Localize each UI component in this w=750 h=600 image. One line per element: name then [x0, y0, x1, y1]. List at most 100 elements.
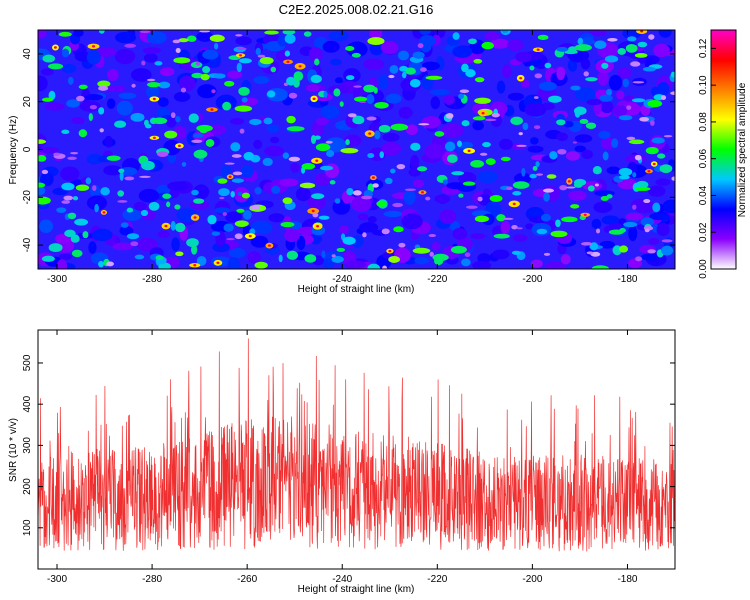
heatmap-blob: [329, 180, 336, 185]
heatmap-blob: [115, 31, 137, 44]
heatmap-blob: [645, 146, 659, 155]
x-tick-label: -300: [47, 574, 67, 585]
heatmap-blob: [136, 238, 158, 252]
y-tick-label: 400: [22, 395, 33, 412]
heatmap-blob: [647, 100, 663, 108]
heatmap-blob: [133, 201, 147, 211]
heatmap-blob: [314, 173, 331, 186]
heatmap-blob: [229, 247, 246, 258]
heatmap-blob: [512, 191, 522, 196]
heatmap-blob: [381, 141, 402, 156]
heatmap-blob: [379, 74, 389, 90]
heatmap-blob: [118, 92, 137, 100]
heatmap-blob: [367, 152, 375, 159]
heatmap-blob: [202, 49, 219, 60]
heatmap-low: [516, 144, 527, 147]
heatmap-blob: [41, 255, 55, 262]
heatmap-low: [70, 151, 79, 155]
heatmap-blob: [295, 187, 311, 202]
heatmap-peak-core: [238, 54, 242, 57]
heatmap-blob: [580, 58, 591, 70]
heatmap-blob: [363, 84, 376, 93]
heatmap-blob: [390, 168, 396, 174]
heatmap-low: [583, 71, 589, 77]
heatmap-blob: [212, 242, 230, 253]
heatmap-blob: [450, 245, 467, 254]
x-tick-label: -240: [332, 274, 352, 285]
heatmap-blob: [67, 212, 77, 220]
heatmap-blob: [599, 94, 613, 102]
heatmap-blob: [286, 126, 305, 132]
heatmap-blob: [238, 86, 250, 96]
heatmap-low: [366, 116, 377, 121]
heatmap-blob: [460, 141, 473, 149]
heatmap-blob: [82, 231, 89, 239]
heatmap-blob: [159, 67, 175, 77]
heatmap-blob: [631, 98, 646, 103]
heatmap-peak-core: [216, 261, 220, 265]
heatmap-low: [388, 74, 395, 79]
heatmap-blob: [477, 253, 491, 264]
heatmap-blob: [589, 30, 607, 37]
heatmap-blob: [39, 172, 54, 187]
heatmap-blob: [625, 43, 638, 53]
heatmap-blob: [73, 30, 84, 37]
heatmap-low: [141, 60, 146, 66]
heatmap-blob: [100, 187, 110, 196]
heatmap-blob: [41, 97, 54, 102]
heatmap-blob: [293, 71, 304, 82]
heatmap-blob: [306, 84, 320, 92]
heatmap-blob: [461, 120, 470, 127]
heatmap-blob: [340, 147, 359, 154]
heatmap-blob: [88, 241, 97, 254]
heatmap-blob: [154, 61, 163, 66]
heatmap-blob: [447, 154, 458, 163]
heatmap-blob: [197, 84, 217, 99]
heatmap-low: [543, 252, 551, 256]
heatmap-blob: [119, 225, 134, 236]
heatmap-blob: [91, 228, 113, 242]
heatmap-blob: [318, 215, 330, 220]
heatmap-blob: [369, 30, 383, 40]
heatmap-low: [172, 39, 181, 44]
heatmap-low: [572, 141, 577, 144]
heatmap-blob: [582, 36, 593, 44]
heatmap-blob: [286, 76, 296, 86]
chart-title: C2E2.2025.008.02.21.G16: [279, 2, 434, 17]
heatmap-blob: [230, 190, 235, 198]
heatmap-blob: [165, 116, 177, 128]
heatmap-blob: [574, 44, 592, 51]
heatmap-peak-core: [286, 60, 290, 64]
heatmap-blob: [581, 149, 593, 160]
y-tick-label: 100: [22, 519, 33, 536]
heatmap-blob: [118, 168, 125, 173]
snr-x-axis-label: Height of straight line (km): [298, 584, 415, 595]
heatmap-low: [477, 196, 483, 202]
heatmap-blob: [385, 93, 402, 104]
heatmap-blob: [98, 260, 104, 268]
heatmap-peak-core: [152, 97, 156, 101]
heatmap-blob: [374, 101, 389, 109]
heatmap-blob: [601, 62, 609, 69]
heatmap-blob: [56, 207, 67, 213]
heatmap-blob: [84, 93, 104, 101]
heatmap-blob: [97, 80, 111, 88]
heatmap-low: [586, 251, 594, 255]
heatmap-blob: [193, 149, 208, 159]
heatmap-low: [479, 152, 488, 156]
heatmap-blob: [225, 211, 243, 223]
heatmap-blob: [363, 58, 385, 70]
heatmap-blob: [196, 31, 214, 42]
heatmap-blob: [627, 36, 637, 42]
snr-x-ticks: -300 -280 -260 -240 -220 -200 -180: [47, 330, 638, 585]
heatmap-peak-core: [368, 132, 372, 135]
heatmap-blob: [612, 104, 628, 117]
heatmap-blob: [141, 160, 155, 171]
heatmap-blob: [279, 178, 299, 187]
heatmap-blob: [259, 57, 274, 65]
heatmap-blob: [468, 38, 477, 45]
heatmap-blob: [354, 96, 368, 102]
heatmap-blob: [616, 90, 625, 100]
heatmap-blob: [522, 122, 529, 131]
